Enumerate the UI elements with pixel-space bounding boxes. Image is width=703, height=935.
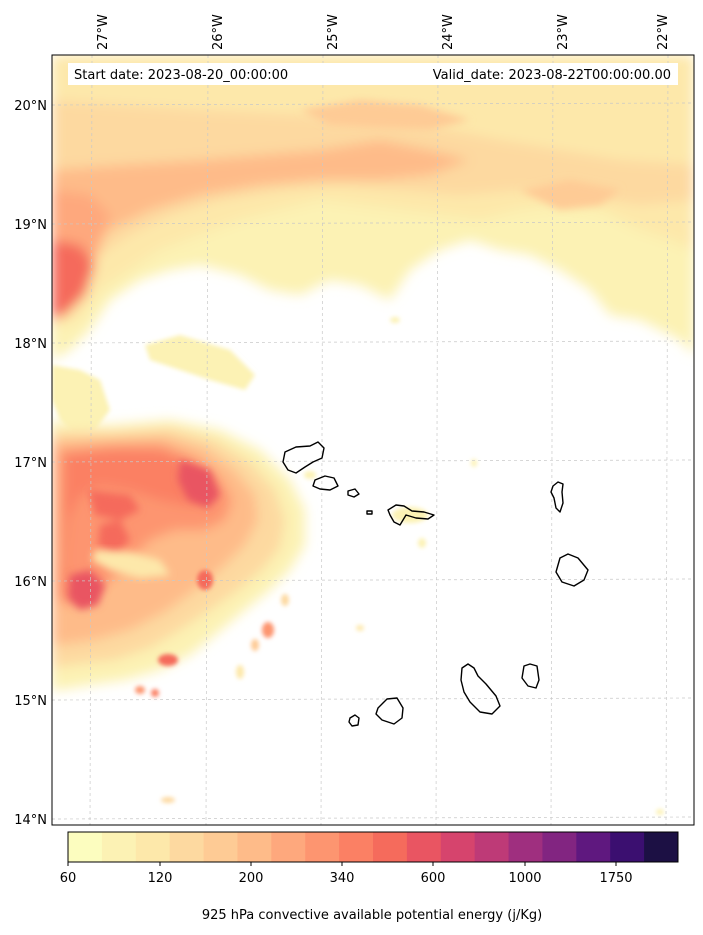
lon-tick-23w: 23°W: [556, 14, 571, 50]
colorbar-swatch: [204, 832, 238, 862]
colorbar-swatch: [305, 832, 339, 862]
colorbar-swatch: [509, 832, 543, 862]
colorbar-swatch: [136, 832, 170, 862]
colorbar-swatch: [542, 832, 576, 862]
lat-tick-17n: 17°N: [14, 456, 47, 471]
cb-tick-60: 60: [60, 871, 77, 886]
colorbar-tick-labels: 60 120 200 340 600 1000 1750: [60, 871, 633, 886]
colorbar-ticks: [68, 862, 616, 866]
lon-tick-25w: 25°W: [326, 14, 341, 50]
colorbar-swatch: [339, 832, 373, 862]
cb-tick-200: 200: [239, 871, 264, 886]
colorbar-title: 925 hPa convective available potential e…: [202, 908, 542, 923]
valid-date-label: Valid_date: 2023-08-22T00:00:00.00: [433, 68, 671, 83]
cb-tick-1750: 1750: [599, 871, 632, 886]
colorbar-swatch: [102, 832, 136, 862]
lon-tick-26w: 26°W: [211, 14, 226, 50]
colorbar-swatch: [576, 832, 610, 862]
cb-tick-1000: 1000: [508, 871, 541, 886]
colorbar-swatch: [610, 832, 644, 862]
lat-tick-16n: 16°N: [14, 575, 47, 590]
longitude-tick-labels: 27°W 26°W 25°W 24°W 23°W 22°W: [96, 14, 671, 50]
colorbar-swatch: [373, 832, 407, 862]
colorbar-swatch: [644, 832, 678, 862]
cb-tick-120: 120: [148, 871, 173, 886]
colorbar-swatch: [271, 832, 305, 862]
colorbar: [68, 832, 679, 862]
lon-tick-22w: 22°W: [656, 14, 671, 50]
latitude-tick-labels: 20°N 19°N 18°N 17°N 16°N 15°N 14°N: [14, 99, 47, 828]
cb-tick-340: 340: [330, 871, 355, 886]
lat-tick-20n: 20°N: [14, 99, 47, 114]
start-date-label: Start date: 2023-08-20_00:00:00: [74, 68, 288, 83]
colorbar-swatch: [475, 832, 509, 862]
lat-tick-19n: 19°N: [14, 218, 47, 233]
colorbar-swatch: [68, 832, 102, 862]
lon-tick-24w: 24°W: [441, 14, 456, 50]
lat-tick-18n: 18°N: [14, 337, 47, 352]
lon-tick-27w: 27°W: [96, 14, 111, 50]
colorbar-swatch: [441, 832, 475, 862]
lat-tick-15n: 15°N: [14, 694, 47, 709]
cb-tick-600: 600: [421, 871, 446, 886]
lat-tick-14n: 14°N: [14, 813, 47, 828]
colorbar-swatch: [237, 832, 271, 862]
colorbar-swatch: [407, 832, 441, 862]
colorbar-swatch: [170, 832, 204, 862]
